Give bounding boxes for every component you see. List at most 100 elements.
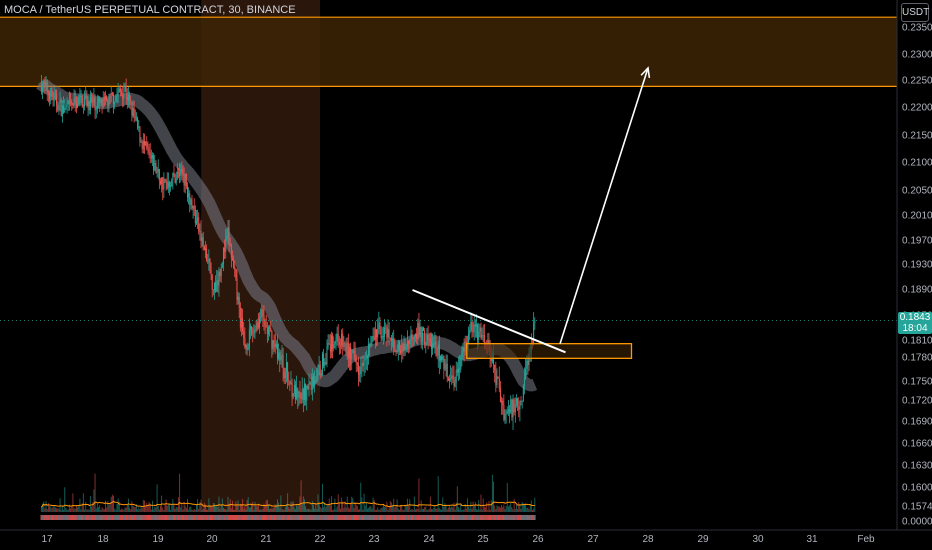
volume-bar [338, 502, 340, 512]
trend-strip-segment [319, 515, 322, 520]
trend-strip-segment [531, 515, 534, 520]
trend-strip-segment [40, 515, 43, 520]
trend-strip-segment [283, 515, 286, 520]
candle-body [184, 173, 186, 186]
trend-strip-segment [91, 515, 94, 520]
candle-body [296, 388, 298, 399]
trend-strip-segment [156, 515, 158, 520]
trend-strip-segment [355, 515, 358, 520]
trend-strip-segment [318, 515, 320, 520]
bar-countdown: 18:04 [902, 323, 928, 334]
volume-bar [518, 502, 520, 512]
trend-strip-segment [342, 515, 345, 520]
target-arrow-head [640, 66, 651, 79]
y-tick-label: 0.2010 [902, 210, 932, 222]
candle-body [443, 355, 445, 369]
candle-body [499, 388, 501, 403]
trend-strip-segment [162, 515, 165, 520]
volume-bar [529, 504, 531, 512]
candle-body [131, 101, 133, 116]
candle-body [447, 377, 449, 381]
trend-strip-segment [247, 515, 250, 520]
trend-strip-segment [453, 515, 455, 520]
volume-bar [44, 508, 46, 512]
candle-body [320, 373, 322, 375]
candle-body [191, 199, 193, 209]
trend-strip-segment [141, 515, 144, 520]
trend-strip-segment [191, 515, 193, 520]
candle-body [248, 329, 250, 348]
trend-strip-segment [61, 515, 64, 520]
trend-strip-segment [202, 515, 205, 520]
x-tick-label: 27 [587, 534, 599, 545]
volume-bar [264, 505, 266, 512]
trend-strip-segment [178, 515, 181, 520]
volume-bar [208, 498, 210, 512]
trend-strip-segment [204, 515, 207, 520]
trend-strip-segment [254, 515, 256, 520]
trend-strip-segment [122, 515, 125, 520]
trend-strip-segment [185, 515, 188, 520]
candle-body [339, 344, 341, 346]
candle-body [105, 96, 107, 100]
trend-strip-segment [168, 515, 171, 520]
candle-body [314, 380, 316, 387]
candle-body [498, 378, 500, 389]
volume-bar [237, 500, 239, 512]
candle-body [75, 102, 77, 109]
volume-bar [477, 509, 479, 512]
volume-bar [526, 507, 528, 512]
candle-body [510, 399, 512, 413]
volume-bar [168, 504, 170, 512]
trend-strip-segment [256, 515, 259, 520]
volume-bar [465, 508, 467, 512]
volume-bar [141, 507, 143, 512]
trend-strip-segment [106, 515, 109, 520]
volume-bar [414, 509, 416, 512]
candle-body [141, 141, 143, 149]
trend-strip-segment [411, 515, 413, 520]
candle-body [384, 327, 386, 337]
symbol-title: MOCA / TetherUS PERPETUAL CONTRACT, 30, … [4, 4, 296, 16]
trend-strip-segment [401, 515, 404, 520]
trend-strip-segment [232, 515, 235, 520]
candle-body [428, 338, 430, 340]
volume-bar [273, 507, 275, 512]
trend-strip-segment [323, 515, 326, 520]
currency-button[interactable]: USDT [901, 3, 929, 22]
trend-strip-segment [509, 515, 512, 520]
candle-body [318, 365, 320, 367]
trend-strip-segment [257, 515, 260, 520]
candle-body [266, 326, 268, 335]
volume-bar [298, 504, 300, 512]
volume-bar [510, 502, 512, 512]
candle-body [278, 352, 280, 359]
trend-strip-segment [197, 515, 200, 520]
volume-bar [170, 509, 172, 512]
trend-strip-segment [348, 515, 351, 520]
candle-body [49, 93, 51, 101]
trend-strip-segment [496, 515, 498, 520]
volume-bar [240, 504, 242, 512]
candle-body [420, 327, 422, 342]
trend-strip-segment [81, 515, 84, 520]
trend-strip-segment [118, 515, 121, 520]
volume-bar [192, 509, 194, 512]
trend-strip-segment [467, 515, 470, 520]
candle-body [377, 328, 379, 338]
trend-strip-segment [329, 515, 332, 520]
candle-body [412, 338, 414, 340]
candle-body [436, 354, 438, 356]
candle-body [460, 357, 462, 370]
x-tick-label: 21 [260, 534, 272, 545]
candle-body [157, 169, 159, 173]
trend-strip-segment [105, 515, 108, 520]
trend-strip-segment [248, 515, 251, 520]
candle-body [195, 220, 197, 224]
volume-bar [515, 504, 517, 512]
volume-bar [146, 502, 148, 512]
candle-body [434, 342, 436, 344]
candle-body [217, 280, 219, 286]
trend-strip-segment [483, 515, 486, 520]
